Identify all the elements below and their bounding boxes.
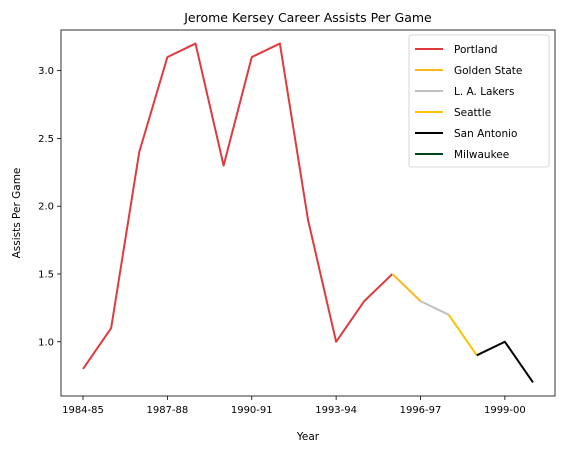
x-axis: 1984-85 1987-88 1990-91 1993-94 1996-97 1999-… [62,396,526,416]
x-axis-title: Year [296,431,320,443]
legend-label-golden-state: Golden State [454,65,522,77]
y-tick-label: 2.0 [38,202,54,213]
x-tick-label: 1996-97 [400,405,442,416]
series-lines [82,42,534,384]
x-tick-label: 1990-91 [231,405,273,416]
y-axis: 1.0 1.5 2.0 2.5 3.0 [38,66,61,348]
y-tick-label: 1.5 [38,270,54,281]
legend-label-seattle: Seattle [454,107,491,119]
y-tick-label: 3.0 [38,66,54,77]
x-tick-label: 1987-88 [146,405,188,416]
series-line-l-a-lakers [420,300,450,316]
series-line-seattle [447,314,478,356]
chart-title: Jerome Kersey Career Assists Per Game [183,10,432,25]
y-tick-label: 1.0 [38,337,54,348]
x-tick-label: 1984-85 [62,405,104,416]
series-line-portland [82,42,394,370]
legend: Portland Golden State L. A. Lakers Seattle S… [408,34,550,168]
series-line-san-antonio [476,340,534,384]
series-line-golden-state [391,273,422,302]
legend-label-san-antonio: San Antonio [454,128,517,140]
x-tick-label: 1999-00 [484,405,526,416]
legend-box [408,34,550,168]
legend-label-milwaukee: Milwaukee [454,149,509,161]
x-tick-label: 1993-94 [315,405,357,416]
legend-label-l-a-lakers: L. A. Lakers [454,86,514,98]
y-tick-label: 2.5 [38,134,54,145]
legend-label-portland: Portland [454,44,498,56]
y-axis-title: Assists Per Game [11,168,23,259]
